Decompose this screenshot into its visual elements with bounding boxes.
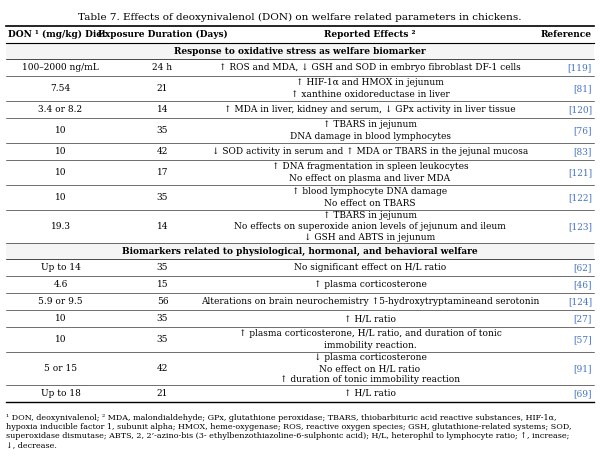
Text: ↑ blood lymphocyte DNA damage
No effect on TBARS: ↑ blood lymphocyte DNA damage No effect … [292, 188, 448, 207]
Text: Reported Effects ²: Reported Effects ² [324, 30, 416, 39]
Text: [122]: [122] [568, 193, 592, 202]
Text: 5 or 15: 5 or 15 [44, 364, 77, 373]
Text: 100–2000 ng/mL: 100–2000 ng/mL [22, 63, 99, 72]
Text: 5.9 or 9.5: 5.9 or 9.5 [38, 297, 83, 306]
Text: 35: 35 [157, 335, 168, 344]
Text: 10: 10 [55, 193, 66, 202]
Text: Table 7. Effects of deoxynivalenol (DON) on welfare related parameters in chicke: Table 7. Effects of deoxynivalenol (DON)… [78, 13, 522, 22]
Text: 10: 10 [55, 126, 66, 135]
Text: Alterations on brain neurochemistry ↑5-hydroxytryptamineand serotonin: Alterations on brain neurochemistry ↑5-h… [201, 297, 539, 306]
Text: DON ¹ (mg/kg) Diet: DON ¹ (mg/kg) Diet [8, 30, 106, 39]
Text: Exposure Duration (Days): Exposure Duration (Days) [98, 30, 227, 39]
Text: [81]: [81] [574, 84, 592, 93]
Text: ↑ plasma corticosterone, H/L ratio, and duration of tonic
immobility reaction.: ↑ plasma corticosterone, H/L ratio, and … [239, 330, 502, 350]
Text: 35: 35 [157, 263, 168, 272]
Text: ↑ H/L ratio: ↑ H/L ratio [344, 314, 396, 323]
Text: superoxidase dismutase; ABTS, 2, 2’-azino-bis (3- ethylbenzothiazoline-6-sulphon: superoxidase dismutase; ABTS, 2, 2’-azin… [6, 432, 569, 440]
Text: ↓ SOD activity in serum and ↑ MDA or TBARS in the jejunal mucosa: ↓ SOD activity in serum and ↑ MDA or TBA… [212, 147, 528, 156]
Text: 10: 10 [55, 168, 66, 177]
Text: 17: 17 [157, 168, 168, 177]
Text: 3.4 or 8.2: 3.4 or 8.2 [38, 105, 83, 114]
Bar [6, 43, 594, 59]
Text: hypoxia inducible factor 1, subunit alpha; HMOX, heme-oxygenase; ROS, reactive o: hypoxia inducible factor 1, subunit alph… [6, 423, 571, 431]
Text: ↑ MDA in liver, kidney and serum, ↓ GPx activity in liver tissue: ↑ MDA in liver, kidney and serum, ↓ GPx … [224, 105, 516, 114]
Text: [120]: [120] [568, 105, 592, 114]
Text: No significant effect on H/L ratio: No significant effect on H/L ratio [294, 263, 446, 272]
Text: ↑ TBARS in jejunum
No effects on superoxide anion levels of jejunum and ileum
↓ : ↑ TBARS in jejunum No effects on superox… [234, 211, 506, 242]
Text: [76]: [76] [574, 126, 592, 135]
Text: Up to 18: Up to 18 [41, 389, 80, 398]
Text: [91]: [91] [574, 364, 592, 373]
Text: ↑ ROS and MDA, ↓ GSH and SOD in embryo fibroblast DF-1 cells: ↑ ROS and MDA, ↓ GSH and SOD in embryo f… [219, 63, 521, 72]
Text: ↑ HIF-1α and HMOX in jejunum
↑ xanthine oxidoreductase in liver: ↑ HIF-1α and HMOX in jejunum ↑ xanthine … [290, 78, 449, 99]
Text: Reference: Reference [541, 30, 592, 39]
Text: 14: 14 [157, 222, 168, 231]
Text: ↓, decrease.: ↓, decrease. [6, 441, 57, 449]
Text: 35: 35 [157, 193, 168, 202]
Text: [46]: [46] [574, 280, 592, 289]
Text: [69]: [69] [574, 389, 592, 398]
Text: ↑ plasma corticosterone: ↑ plasma corticosterone [314, 280, 427, 289]
Text: 15: 15 [157, 280, 169, 289]
Bar [6, 243, 594, 259]
Text: 14: 14 [157, 105, 168, 114]
Text: [124]: [124] [568, 297, 592, 306]
Text: ↑ DNA fragmentation in spleen leukocytes
No effect on plasma and liver MDA: ↑ DNA fragmentation in spleen leukocytes… [272, 163, 469, 182]
Text: Response to oxidative stress as welfare biomarker: Response to oxidative stress as welfare … [174, 46, 426, 56]
Text: 24 h: 24 h [152, 63, 173, 72]
Text: 35: 35 [157, 126, 168, 135]
Text: 21: 21 [157, 84, 168, 93]
Text: [62]: [62] [574, 263, 592, 272]
Text: Up to 14: Up to 14 [41, 263, 80, 272]
Text: ↑ TBARS in jejunum
DNA damage in blood lymphocytes: ↑ TBARS in jejunum DNA damage in blood l… [290, 120, 451, 141]
Text: 10: 10 [55, 314, 66, 323]
Text: 56: 56 [157, 297, 169, 306]
Text: 4.6: 4.6 [53, 280, 68, 289]
Text: 10: 10 [55, 147, 66, 156]
Text: 21: 21 [157, 389, 168, 398]
Text: ↓ plasma corticosterone
No effect on H/L ratio
↑ duration of tonic immobility re: ↓ plasma corticosterone No effect on H/L… [280, 353, 460, 384]
Text: 19.3: 19.3 [50, 222, 71, 231]
Text: ↑ H/L ratio: ↑ H/L ratio [344, 389, 396, 398]
Text: [83]: [83] [574, 147, 592, 156]
Text: [121]: [121] [568, 168, 592, 177]
Text: 7.54: 7.54 [50, 84, 71, 93]
Text: [57]: [57] [574, 335, 592, 344]
Text: 10: 10 [55, 335, 66, 344]
Text: ¹ DON, deoxynivalenol; ² MDA, malondialdehyde; GPx, glutathione peroxidase; TBAR: ¹ DON, deoxynivalenol; ² MDA, malondiald… [6, 414, 557, 422]
Text: [119]: [119] [568, 63, 592, 72]
Text: Biomarkers related to physiological, hormonal, and behavioral welfare: Biomarkers related to physiological, hor… [122, 246, 478, 256]
Text: [123]: [123] [568, 222, 592, 231]
Text: [27]: [27] [574, 314, 592, 323]
Text: 35: 35 [157, 314, 168, 323]
Text: 42: 42 [157, 364, 168, 373]
Text: 42: 42 [157, 147, 168, 156]
